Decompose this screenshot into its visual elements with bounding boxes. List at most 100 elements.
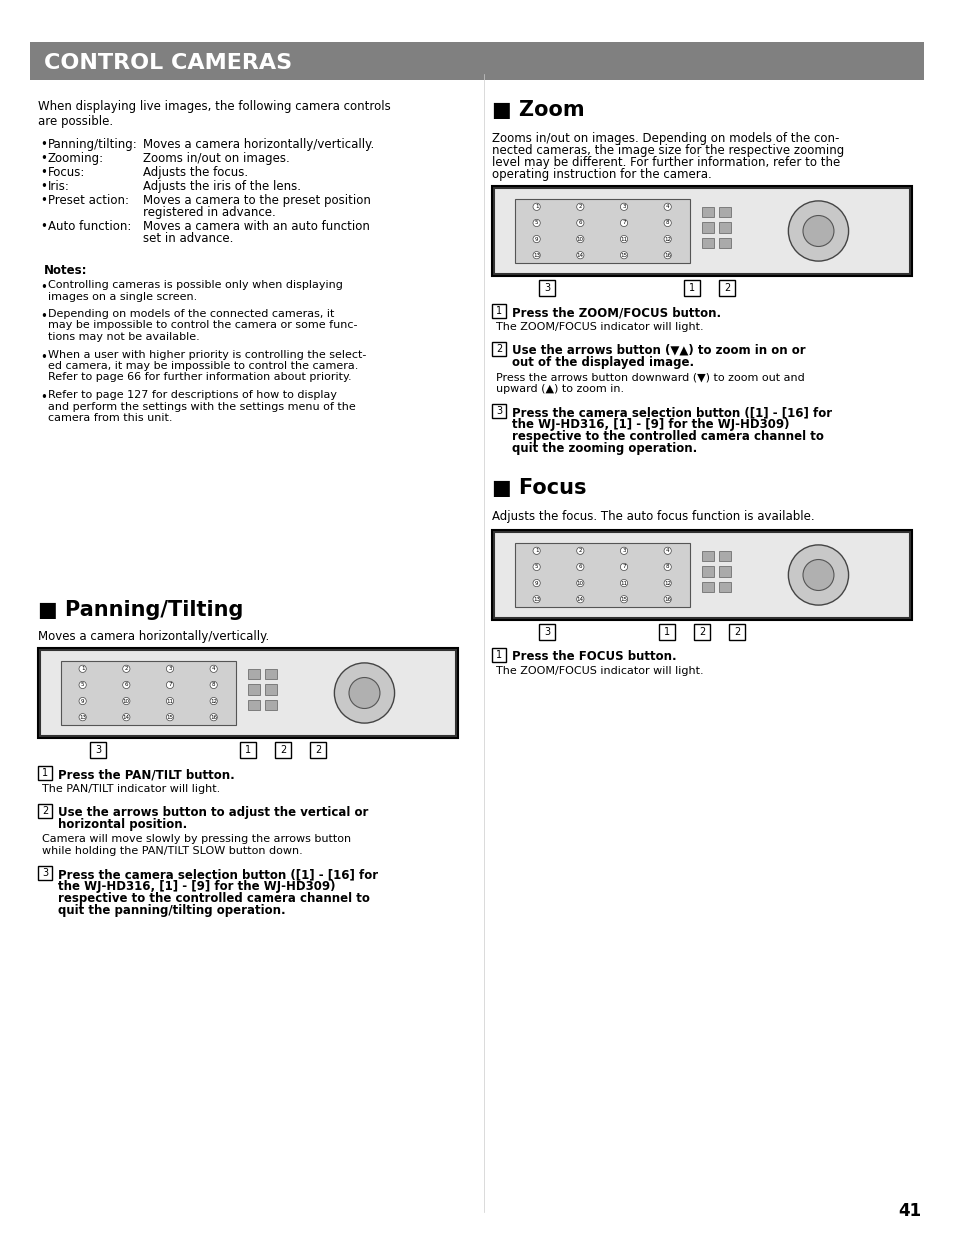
Text: 11: 11 bbox=[619, 580, 627, 585]
Circle shape bbox=[533, 579, 539, 586]
Circle shape bbox=[663, 251, 671, 259]
Text: 2: 2 bbox=[578, 204, 581, 209]
Text: 16: 16 bbox=[210, 715, 217, 720]
Circle shape bbox=[166, 666, 173, 673]
Circle shape bbox=[79, 714, 86, 721]
Text: Adjusts the iris of the lens.: Adjusts the iris of the lens. bbox=[143, 181, 301, 193]
Text: 1: 1 bbox=[496, 649, 501, 661]
Circle shape bbox=[787, 546, 847, 605]
Text: 6: 6 bbox=[578, 564, 581, 569]
Text: Auto function:: Auto function: bbox=[48, 220, 132, 233]
Text: and perform the settings with the settings menu of the: and perform the settings with the settin… bbox=[48, 402, 355, 412]
Bar bbox=[492, 186, 911, 276]
Text: Adjusts the focus. The auto focus function is available.: Adjusts the focus. The auto focus functi… bbox=[492, 510, 814, 523]
Bar bbox=[492, 529, 911, 620]
Text: 2: 2 bbox=[733, 627, 740, 637]
Bar bbox=[30, 42, 923, 80]
Circle shape bbox=[619, 251, 627, 259]
Circle shape bbox=[210, 682, 217, 689]
Bar bbox=[718, 207, 730, 218]
Circle shape bbox=[576, 235, 583, 242]
Text: out of the displayed image.: out of the displayed image. bbox=[512, 356, 694, 369]
Text: 3: 3 bbox=[621, 204, 625, 209]
Circle shape bbox=[166, 698, 173, 705]
Text: 9: 9 bbox=[535, 580, 537, 585]
Circle shape bbox=[619, 563, 627, 570]
Text: may be impossible to control the camera or some func-: may be impossible to control the camera … bbox=[48, 320, 357, 330]
Bar bbox=[683, 280, 700, 296]
Bar bbox=[264, 669, 276, 679]
Bar bbox=[310, 742, 326, 758]
Circle shape bbox=[802, 215, 833, 246]
Circle shape bbox=[576, 595, 583, 602]
Text: 5: 5 bbox=[81, 683, 84, 688]
Text: 3: 3 bbox=[95, 745, 101, 755]
Text: set in advance.: set in advance. bbox=[143, 233, 233, 245]
Circle shape bbox=[663, 235, 671, 242]
Bar bbox=[728, 623, 744, 640]
Text: 15: 15 bbox=[619, 596, 627, 601]
Bar bbox=[40, 649, 456, 736]
Text: 2: 2 bbox=[42, 807, 48, 816]
Bar bbox=[38, 766, 52, 781]
Text: 14: 14 bbox=[577, 252, 583, 257]
Bar bbox=[538, 623, 555, 640]
Text: nected cameras, the image size for the respective zooming: nected cameras, the image size for the r… bbox=[492, 143, 843, 157]
Text: Refer to page 127 for descriptions of how to display: Refer to page 127 for descriptions of ho… bbox=[48, 390, 336, 400]
Circle shape bbox=[619, 547, 627, 554]
Circle shape bbox=[79, 698, 86, 705]
Bar bbox=[701, 581, 714, 593]
Circle shape bbox=[619, 579, 627, 586]
Text: 2: 2 bbox=[723, 283, 729, 293]
Text: Notes:: Notes: bbox=[44, 263, 88, 277]
Text: registered in advance.: registered in advance. bbox=[143, 207, 275, 219]
Text: respective to the controlled camera channel to: respective to the controlled camera chan… bbox=[512, 430, 823, 443]
Circle shape bbox=[210, 714, 217, 721]
Circle shape bbox=[576, 251, 583, 259]
Text: 15: 15 bbox=[619, 252, 627, 257]
Circle shape bbox=[533, 235, 539, 242]
Text: while holding the PAN/TILT SLOW button down.: while holding the PAN/TILT SLOW button d… bbox=[42, 846, 302, 856]
Circle shape bbox=[123, 666, 130, 673]
Text: 15: 15 bbox=[167, 715, 173, 720]
Text: 10: 10 bbox=[123, 699, 130, 704]
Text: 16: 16 bbox=[663, 596, 671, 601]
Circle shape bbox=[166, 682, 173, 689]
Text: 12: 12 bbox=[663, 236, 671, 241]
Text: 5: 5 bbox=[535, 564, 537, 569]
Text: Preset action:: Preset action: bbox=[48, 194, 129, 207]
Text: Adjusts the focus.: Adjusts the focus. bbox=[143, 166, 248, 179]
Text: Panning/tilting:: Panning/tilting: bbox=[48, 139, 137, 151]
Text: 11: 11 bbox=[619, 236, 627, 241]
Text: 41: 41 bbox=[898, 1202, 921, 1220]
Circle shape bbox=[802, 559, 833, 590]
Circle shape bbox=[123, 714, 130, 721]
Text: 2: 2 bbox=[578, 548, 581, 553]
Text: Depending on models of the connected cameras, it: Depending on models of the connected cam… bbox=[48, 309, 334, 319]
Circle shape bbox=[533, 203, 539, 210]
Bar bbox=[492, 404, 505, 418]
Bar bbox=[492, 304, 505, 318]
Text: Iris:: Iris: bbox=[48, 181, 70, 193]
Text: 8: 8 bbox=[665, 564, 669, 569]
Bar bbox=[701, 223, 714, 233]
Text: Moves a camera with an auto function: Moves a camera with an auto function bbox=[143, 220, 370, 233]
Bar bbox=[38, 804, 52, 818]
Text: 2: 2 bbox=[125, 667, 128, 672]
Bar bbox=[274, 742, 291, 758]
Circle shape bbox=[787, 200, 847, 261]
Circle shape bbox=[663, 203, 671, 210]
Text: 2: 2 bbox=[314, 745, 321, 755]
Circle shape bbox=[619, 203, 627, 210]
Text: 3: 3 bbox=[543, 283, 550, 293]
Text: camera from this unit.: camera from this unit. bbox=[48, 413, 172, 423]
Text: When a user with higher priority is controlling the select-: When a user with higher priority is cont… bbox=[48, 350, 366, 360]
Text: CONTROL CAMERAS: CONTROL CAMERAS bbox=[44, 53, 292, 73]
Bar bbox=[693, 623, 709, 640]
Circle shape bbox=[335, 663, 395, 724]
Text: respective to the controlled camera channel to: respective to the controlled camera chan… bbox=[58, 892, 370, 905]
Text: Press the ZOOM/FOCUS button.: Press the ZOOM/FOCUS button. bbox=[512, 306, 720, 319]
Text: •: • bbox=[40, 139, 47, 151]
Text: 14: 14 bbox=[577, 596, 583, 601]
Text: ed camera, it may be impossible to control the camera.: ed camera, it may be impossible to contr… bbox=[48, 361, 358, 371]
